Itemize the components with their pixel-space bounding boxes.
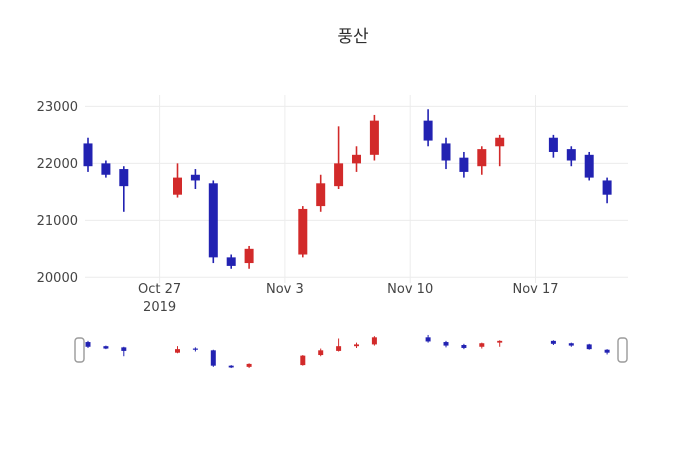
candle-main[interactable] [584, 151, 594, 181]
candle-main[interactable] [173, 163, 182, 198]
candle-mini [318, 348, 324, 357]
range-slider-mini-chart [85, 334, 610, 369]
candle-main[interactable] [101, 160, 111, 178]
plot-area[interactable] [85, 95, 628, 283]
candle-main[interactable] [352, 146, 361, 172]
candle-main[interactable] [477, 146, 487, 175]
candle-main[interactable] [602, 177, 612, 204]
candle-main[interactable] [369, 114, 379, 161]
candle-main[interactable] [334, 126, 344, 189]
candle-mini [443, 340, 449, 348]
candle-mini [550, 340, 556, 345]
candle-main[interactable] [316, 174, 326, 212]
candle-mini [336, 338, 342, 352]
candle-mini [175, 346, 180, 354]
main-plot-candles [83, 109, 612, 269]
y-tick-label: 23000 [37, 100, 78, 115]
candle-mini [246, 363, 252, 369]
candle-mini [192, 347, 198, 352]
y-tick-label: 21000 [37, 214, 78, 229]
candle-mini [371, 336, 377, 346]
y-tick-label: 20000 [37, 271, 78, 286]
x-tick-label: Nov 17 [512, 282, 558, 297]
candle-main[interactable] [119, 166, 129, 212]
candle-main[interactable] [298, 206, 308, 258]
candle-main[interactable] [441, 137, 451, 170]
candle-mini [300, 355, 306, 366]
range-slider-track[interactable] [75, 326, 627, 376]
range-slider[interactable] [74, 326, 628, 376]
candle-mini [568, 342, 574, 347]
x-tick-label: Oct 27 [138, 282, 181, 297]
candle-main[interactable] [566, 146, 576, 167]
candle-mini [497, 340, 503, 347]
candle-main[interactable] [208, 180, 218, 264]
candle-main[interactable] [548, 134, 558, 158]
chart-title: 풍산 [337, 27, 369, 47]
y-tick-label: 22000 [37, 157, 78, 172]
candle-mini [85, 340, 91, 348]
candle-mini [604, 349, 610, 355]
candle-mini [210, 349, 216, 367]
y-axis-labels: 20000 21000 22000 23000 [37, 100, 78, 286]
range-slider-left-handle[interactable] [74, 337, 85, 363]
candle-mini [425, 334, 431, 343]
candle-main[interactable] [423, 109, 433, 147]
x-tick-sublabel: 2019 [143, 300, 176, 315]
candle-mini [461, 343, 467, 350]
candle-mini [586, 343, 592, 350]
candle-mini [103, 345, 109, 350]
candle-mini [479, 342, 485, 349]
candle-main[interactable] [244, 245, 254, 269]
x-tick-label: Nov 10 [387, 282, 433, 297]
candle-mini [121, 346, 127, 357]
candle-main[interactable] [495, 134, 505, 167]
candle-mini [228, 365, 234, 369]
range-slider-right-handle[interactable] [617, 337, 628, 363]
candle-main[interactable] [226, 254, 236, 269]
x-axis-labels: Oct 27 2019 Nov 3 Nov 10 Nov 17 [138, 282, 559, 315]
candle-main[interactable] [83, 137, 93, 172]
candle-main[interactable] [459, 151, 469, 178]
candle-mini [354, 342, 359, 348]
candle-main[interactable] [190, 169, 200, 189]
x-tick-label: Nov 3 [266, 282, 304, 297]
